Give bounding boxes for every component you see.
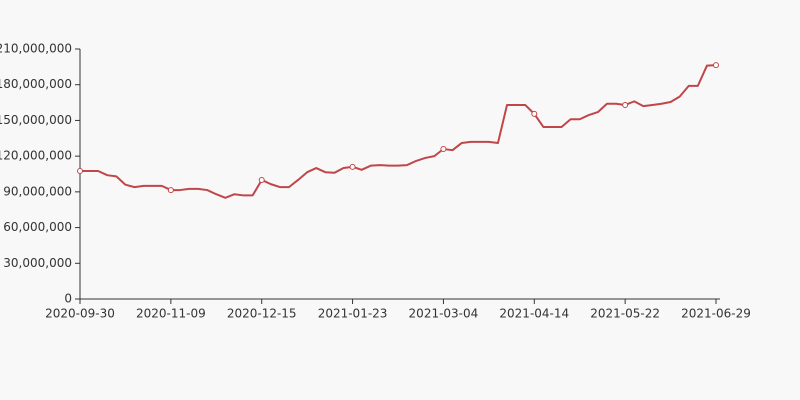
y-tick-label: 0 xyxy=(64,292,72,306)
y-tick-label: 150,000,000 xyxy=(0,113,72,127)
y-tick-label: 210,000,000 xyxy=(0,42,72,56)
y-tick-label: 60,000,000 xyxy=(3,220,72,234)
y-tick-label: 30,000,000 xyxy=(3,256,72,270)
x-tick-label: 2021-01-23 xyxy=(318,307,388,321)
x-tick-label: 2021-05-22 xyxy=(590,307,660,321)
data-point xyxy=(440,146,447,152)
data-point xyxy=(77,168,83,175)
y-tick-label: 90,000,000 xyxy=(3,184,72,198)
x-tick-label: 2020-09-30 xyxy=(45,307,115,321)
x-tick-label: 2021-03-04 xyxy=(409,307,479,321)
x-tick-label: 2021-04-14 xyxy=(499,307,569,321)
data-point xyxy=(531,110,538,117)
y-tick-label: 180,000,000 xyxy=(0,77,72,91)
data-point xyxy=(622,101,629,108)
data-point xyxy=(167,187,174,194)
x-tick-label: 2021-06-29 xyxy=(681,307,751,321)
x-tick-label: 2020-11-09 xyxy=(136,307,206,321)
data-point xyxy=(349,163,356,170)
data-line xyxy=(80,64,717,199)
data-point xyxy=(258,176,265,183)
data-point xyxy=(713,62,719,69)
y-tick-label: 120,000,000 xyxy=(0,149,72,163)
x-tick-label: 2020-12-15 xyxy=(227,307,297,321)
